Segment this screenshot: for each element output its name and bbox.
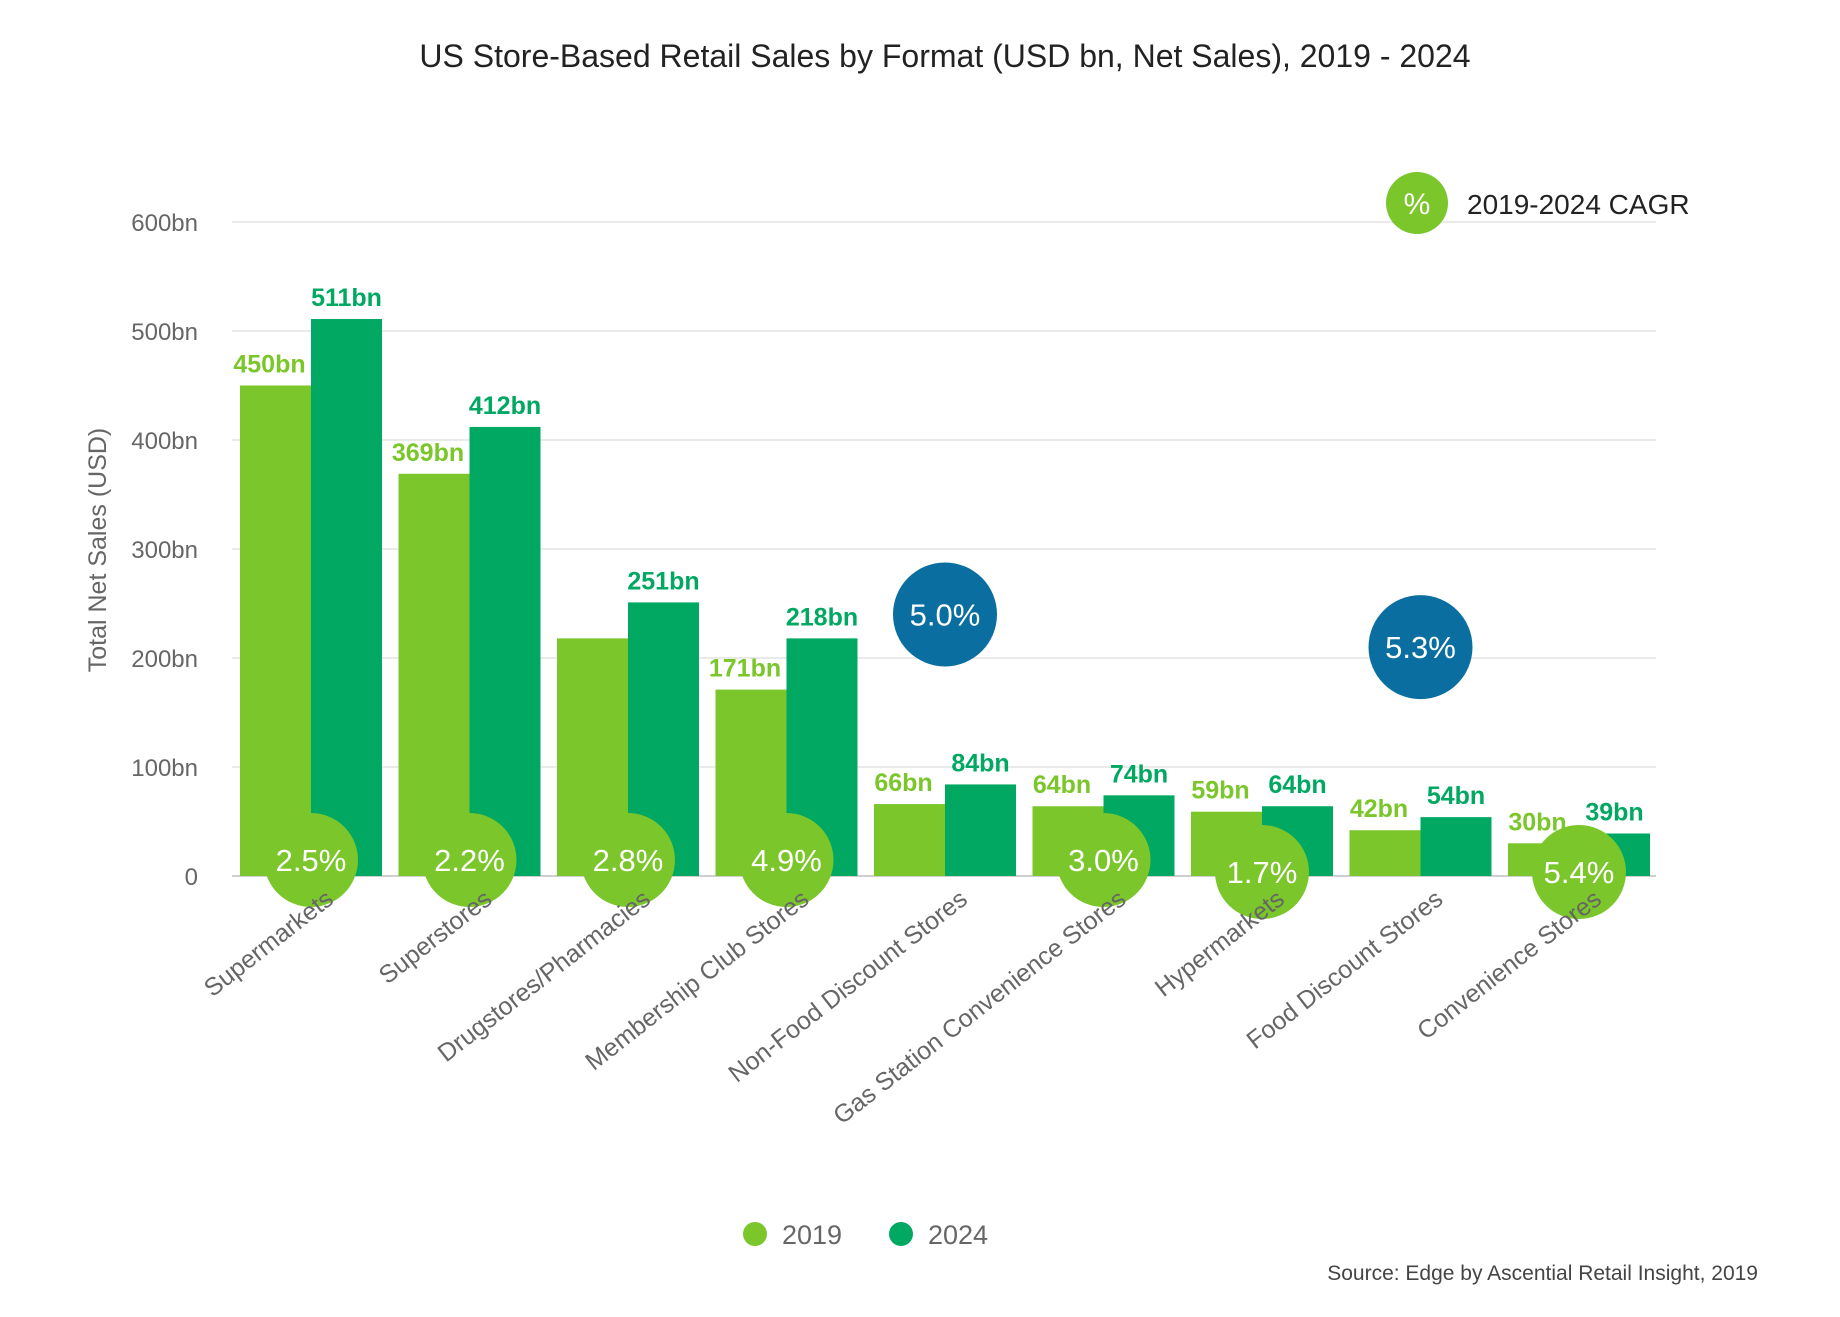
chart-title: US Store-Based Retail Sales by Format (U… — [419, 38, 1470, 74]
cagr-value-5: 3.0% — [1068, 843, 1139, 878]
data-label-2024-6: 64bn — [1268, 771, 1326, 799]
cagr-bubble-1 — [422, 813, 517, 907]
cagr-bubble-2 — [581, 813, 675, 907]
cagr-bubble-6 — [1215, 825, 1309, 919]
cagr-value-2: 2.8% — [593, 843, 664, 878]
cagr-value-8: 5.4% — [1544, 855, 1615, 890]
data-label-2019-7: 42bn — [1350, 795, 1408, 823]
cagr-value-6: 1.7% — [1227, 855, 1298, 890]
cagr-legend: % 2019-2024 CAGR — [1386, 172, 1690, 234]
y-tick-label: 0 — [185, 864, 198, 891]
data-label-2024-2: 251bn — [627, 567, 699, 595]
data-label-2019-0: 450bn — [233, 351, 305, 379]
data-label-2024-4: 84bn — [951, 749, 1009, 777]
legend-swatch-2024 — [889, 1222, 913, 1246]
cagr-legend-icon — [1386, 172, 1448, 234]
data-label-2024-5: 74bn — [1110, 760, 1168, 788]
data-label-2024-3: 218bn — [786, 603, 858, 631]
y-tick-label: 100bn — [131, 755, 198, 782]
data-label-2024-1: 412bn — [469, 392, 541, 420]
legend: 2019 2024 — [743, 1220, 988, 1250]
y-axis-label: Total Net Sales (USD) — [84, 428, 112, 673]
cagr-bubble-8 — [1532, 825, 1626, 919]
data-label-2024-0: 511bn — [311, 284, 382, 312]
category-label-1: Superstores — [374, 885, 497, 990]
cagr-bubble-4 — [893, 562, 997, 667]
data-label-2019-5: 64bn — [1033, 771, 1091, 799]
bar-2019-4 — [874, 804, 945, 876]
y-axis-ticks: 0 100bn 200bn 300bn 400bn 500bn 600bn — [131, 210, 198, 891]
legend-swatch-2019 — [743, 1222, 767, 1246]
source-note: Source: Edge by Ascential Retail Insight… — [1327, 1262, 1758, 1285]
data-label-2019-1: 369bn — [392, 439, 464, 467]
cagr-legend-symbol: % — [1404, 188, 1431, 221]
category-label-5: Gas Station Convenience Stores — [828, 885, 1131, 1130]
cagr-value-1: 2.2% — [434, 843, 505, 878]
cagr-value-4: 5.0% — [910, 597, 981, 632]
y-tick-label: 500bn — [131, 319, 198, 346]
bar-2019-7 — [1349, 830, 1421, 876]
data-label-2019-4: 66bn — [874, 769, 932, 797]
cagr-value-0: 2.5% — [276, 843, 347, 878]
y-tick-label: 400bn — [131, 428, 198, 455]
cagr-value-7: 5.3% — [1385, 630, 1456, 665]
cagr-bubble-7 — [1368, 595, 1473, 700]
category-labels: Supermarkets SuperstoresDrugstores/Pharma… — [199, 885, 1607, 1130]
category-label-0: Supermarkets — [199, 885, 339, 1003]
legend-label-2024: 2024 — [928, 1220, 988, 1250]
y-tick-label: 300bn — [131, 537, 198, 564]
cagr-value-3: 4.9% — [751, 843, 822, 878]
cagr-bubble-0 — [264, 813, 358, 907]
bar-2024-7 — [1420, 817, 1492, 876]
bar-2024-1 — [469, 426, 541, 876]
cagr-bubble-5 — [1056, 813, 1151, 907]
bar-2019-1 — [398, 473, 470, 876]
data-label-2024-7: 54bn — [1427, 782, 1485, 810]
y-tick-label: 200bn — [131, 646, 198, 673]
y-tick-label: 600bn — [131, 210, 198, 237]
data-label-2019-6: 59bn — [1191, 777, 1249, 805]
cagr-bubble-3 — [739, 813, 834, 907]
bar-2019-0 — [240, 385, 311, 876]
cagr-legend-label: 2019-2024 CAGR — [1467, 189, 1690, 220]
bar-2024-0 — [311, 319, 382, 876]
category-label-6: Hypermarkets — [1150, 885, 1290, 1003]
data-label-2019-3: 171bn — [709, 655, 781, 683]
bar-2024-4 — [945, 784, 1016, 876]
data-label-2024-8: 39bn — [1585, 798, 1643, 826]
legend-label-2019: 2019 — [782, 1220, 842, 1250]
cagr-bubbles: 2.5% 2.2% 2.8% 4.9% 5.0% 3.0% 1.7% 5.3% 5.4% — [264, 562, 1626, 919]
